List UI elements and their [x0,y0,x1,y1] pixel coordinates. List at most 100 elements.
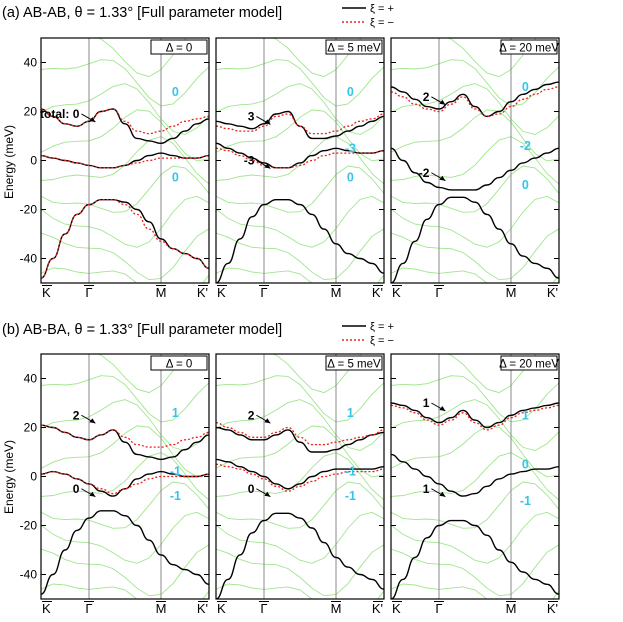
background-band-b-3-8 [391,375,559,423]
background-band-a-1-4 [41,165,209,213]
band-line-a-2-4 [216,147,384,169]
background-band-b-3-6 [391,425,559,478]
axes-frame-a-3 [390,37,560,284]
subplot-a-3: K Γ M K' Δ = 20 meV 0 -2 0 2 -2 [390,37,560,300]
background-band-b-2-4 [216,481,384,529]
delta-label-a-1: Δ = 0 [166,43,193,55]
k-label-a-1-1: K [42,285,51,300]
chern-number-b-1-1: 1 [172,406,179,420]
series-a-2 [216,110,384,283]
background-band-a-1-1 [41,267,209,283]
background-band-a-3-7 [391,83,559,135]
band-line-b-1-5 [41,470,209,495]
delta-box-a-3 [500,39,558,55]
background-band-b-3-2 [391,544,559,597]
band-line-a-3-4 [391,196,559,283]
delta-box-b-2 [325,355,383,371]
band-line-b-1-1 [41,424,209,461]
background-band-a-2-3 [216,195,384,248]
delta-label-b-3: Δ = 20 meV [499,359,559,371]
arrow-head-b-3-1 [439,406,446,411]
subplot-a-2: K Γ M K' Δ = 5 meV 0 -3 0 3 -3 [215,37,385,300]
k-label-a-3-1: K [392,285,401,300]
chern-number-a-3-1: 0 [522,80,529,94]
band-line-b-2-3 [216,421,384,446]
k-label-b-2-1: K [217,601,226,616]
k-label-a-2-1: K [217,285,226,300]
background-bands-b-3 [391,354,559,599]
background-band-b-3-3 [391,511,559,564]
background-band-a-2-8 [216,59,384,107]
background-band-b-1-8 [41,375,209,423]
k-label-b-3-4: K' [547,601,558,616]
background-band-b-1-6 [41,425,209,478]
series-a-3 [391,81,559,283]
background-band-b-2-8 [216,375,384,423]
delta-box-a-1 [150,39,208,55]
background-band-a-2-1 [216,267,384,283]
background-band-b-2-3 [216,511,384,564]
chern-number-a-3-3: 0 [522,178,529,192]
background-band-a-2-4 [216,165,384,213]
axes-frame-b-2 [215,353,385,600]
legend-a: ξ = + ξ = − [342,3,394,29]
y-tick-label-b-1-2: 20 [24,421,38,435]
arrow-head-a-3-2 [439,175,446,181]
k-label-b-2-3: M [331,601,342,616]
background-bands-a-2 [216,38,384,283]
band-line-b-1-3 [41,510,209,595]
delta-label-b-2: Δ = 5 meV [327,359,381,371]
y-axis-label-a: Energy (meV) [2,125,16,199]
k-label-a-1-4: K' [197,285,208,300]
background-band-b-3-1 [391,583,559,599]
arrow-head-a-2-2 [264,163,271,169]
arrow-head-b-3-2 [439,491,446,497]
arrow-head-b-1-2 [89,491,96,497]
k-label-b-3-1: K [392,601,401,616]
arrow-label-b-2-2: 0 [248,482,255,496]
background-band-b-2-5 [216,452,384,501]
chern-number-a-2-1: 0 [347,85,354,99]
band-line-b-1-4 [41,424,209,448]
band-line-a-3-2 [391,147,559,191]
band-line-a-1-6 [41,199,209,279]
delta-box-b-1 [150,355,208,371]
chern-number-b-1-2: -1 [170,465,181,479]
background-band-b-1-7 [41,399,209,451]
background-band-b-3-7 [391,399,559,451]
background-band-a-1-3 [41,195,209,248]
chern-number-b-2-1: 1 [347,406,354,420]
band-line-a-1-4 [41,108,209,135]
band-line-a-3-1 [391,81,559,118]
legend-b: ξ = + ξ = − [342,321,394,347]
y-tick-label-a-1-5: -40 [20,252,38,266]
background-bands-b-1 [41,354,209,599]
background-band-a-2-2 [216,228,384,281]
background-band-b-2-6 [216,425,384,478]
background-band-a-3-4 [391,165,559,213]
k-label-a-2-4: K' [372,285,383,300]
band-line-a-3-3 [391,86,559,118]
panel-b-title: (b) AB-BA, θ = 1.33° [Full parameter mod… [2,322,282,338]
background-bands-a-1 [41,38,209,283]
chern-number-b-3-1: 1 [522,408,529,422]
k-label-a-2-3: M [331,285,342,300]
band-line-b-2-1 [216,426,384,453]
chern-number-b-3-2: 0 [522,457,529,471]
background-bands-a-3 [391,38,559,283]
k-label-b-1-3: M [156,601,167,616]
background-band-a-3-2 [391,228,559,281]
k-label-b-1-2: Γ [85,601,92,616]
arrow-head-b-2-2 [264,491,271,497]
k-label-a-2-2: Γ [260,285,267,300]
chern-number-a-3-2: -2 [520,139,531,153]
background-band-b-1-5 [41,452,209,501]
delta-box-a-2 [325,39,383,55]
chern-number-a-2-2: -3 [345,141,356,155]
arrow-label-b-1-1: 2 [73,408,80,422]
chern-number-b-2-2: -1 [345,465,356,479]
band-line-b-2-2 [216,458,384,490]
background-band-b-1-2 [41,544,209,597]
arrow-label-a-1-1: total: 0 [40,107,80,121]
arrow-label-a-3-2: -2 [419,166,430,180]
